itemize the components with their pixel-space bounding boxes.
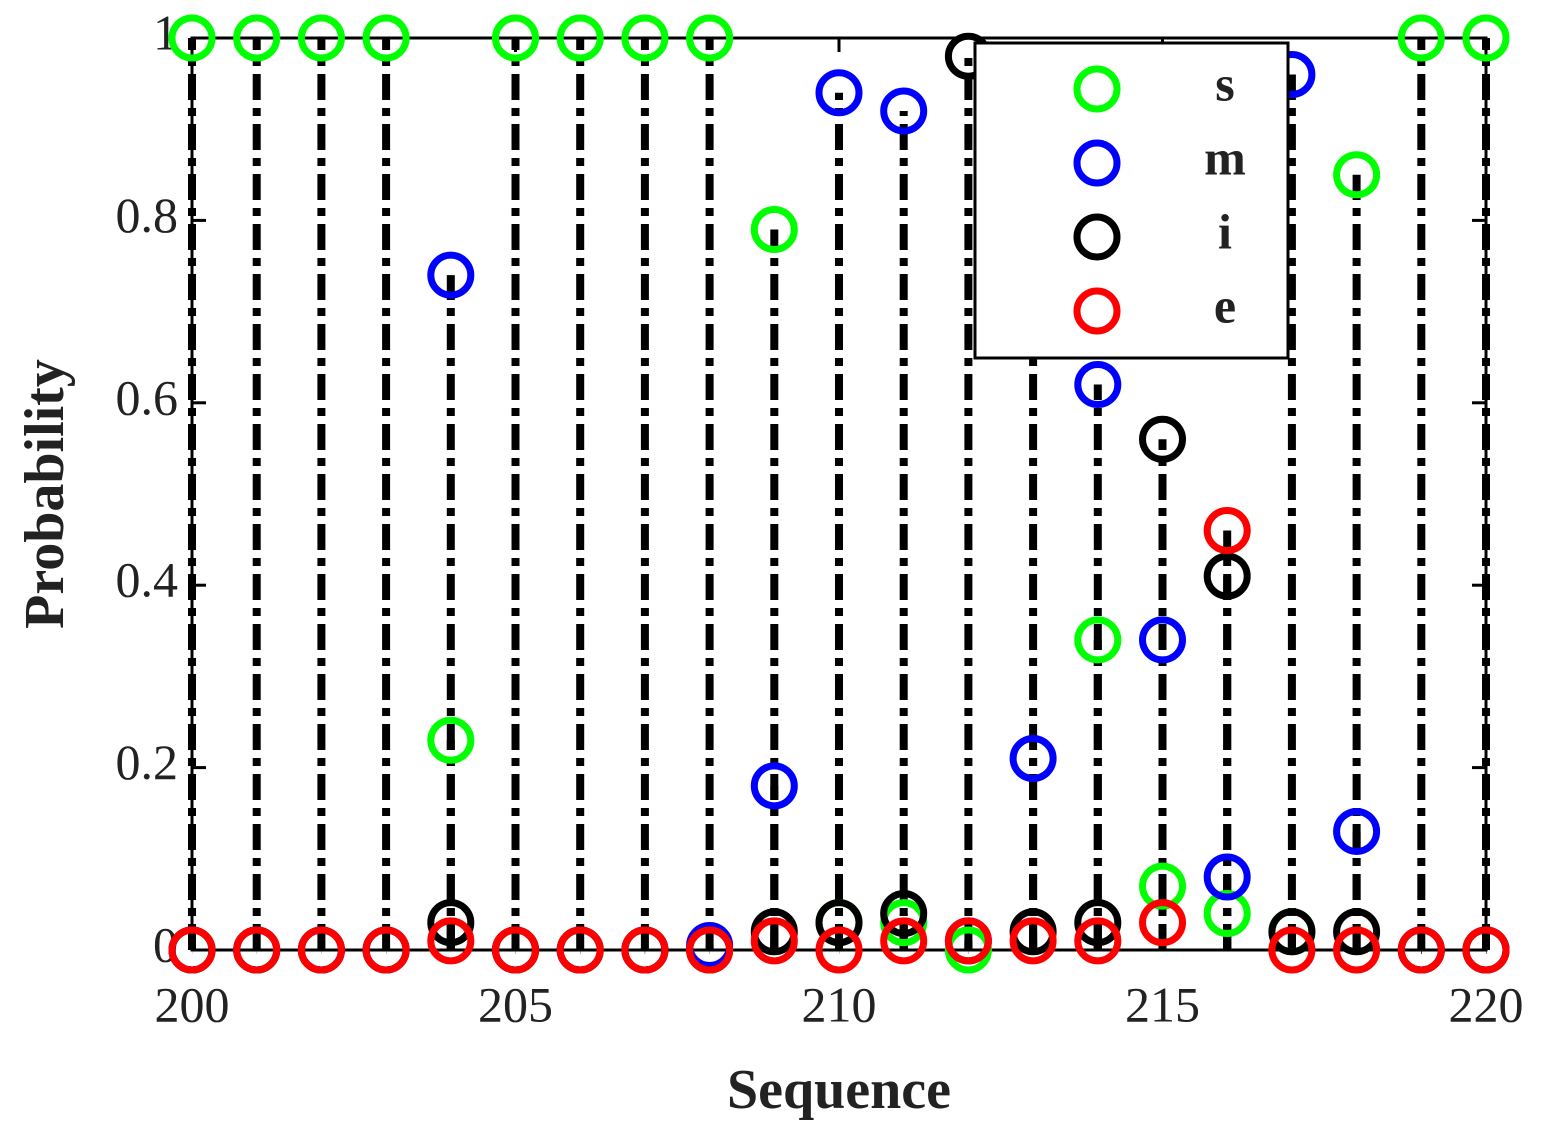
marker (1139, 862, 1186, 910)
marker (750, 206, 798, 254)
x-tick-label: 215 (1125, 976, 1200, 1032)
marker (1333, 807, 1381, 855)
marker (1203, 506, 1251, 554)
marker (492, 926, 539, 974)
marker (1074, 361, 1122, 409)
marker (815, 899, 863, 947)
x-axis-title: Sequence (727, 1059, 951, 1121)
y-axis-title: Probability (14, 359, 76, 629)
marker (556, 14, 604, 62)
marker (1397, 14, 1445, 62)
y-tick-label: 0.8 (116, 187, 179, 243)
marker (1268, 908, 1316, 956)
marker (1009, 917, 1057, 965)
marker (686, 926, 734, 974)
marker (427, 917, 475, 965)
x-tick-label: 220 (1449, 976, 1524, 1032)
marker (1268, 926, 1316, 974)
legend-label: i (1218, 203, 1232, 259)
x-tick-label: 205 (478, 976, 553, 1032)
marker (1462, 926, 1510, 974)
marker (1333, 908, 1381, 956)
marker (1333, 151, 1381, 199)
marker (297, 14, 345, 62)
marker (815, 69, 863, 117)
marker (880, 87, 928, 135)
marker (1203, 552, 1251, 600)
marker (492, 14, 539, 62)
legend-label: e (1214, 277, 1236, 333)
marker (815, 926, 863, 974)
marker (1139, 899, 1186, 947)
marker (556, 926, 604, 974)
marker (427, 899, 475, 947)
legend-marker (1073, 65, 1121, 113)
marker (944, 917, 992, 965)
marker (233, 926, 281, 974)
y-tick-label: 0.6 (116, 369, 179, 425)
marker (1203, 853, 1251, 901)
marker (621, 14, 669, 62)
marker (233, 14, 281, 62)
marker (427, 251, 475, 299)
marker (1139, 616, 1186, 664)
marker (1462, 14, 1510, 62)
marker (1074, 616, 1122, 664)
marker (1074, 917, 1122, 965)
marker (750, 917, 798, 965)
marker (1203, 890, 1251, 938)
marker (168, 14, 216, 62)
x-tick-label: 200 (155, 976, 230, 1032)
legend-marker (1073, 287, 1121, 335)
x-tick-label: 210 (802, 976, 877, 1032)
marker (1139, 415, 1186, 463)
marker (362, 926, 410, 974)
marker (297, 926, 345, 974)
marker (750, 762, 798, 810)
marker (621, 926, 669, 974)
marker (168, 926, 216, 974)
marker (1074, 899, 1122, 947)
marker (1333, 926, 1381, 974)
marker (1397, 926, 1445, 974)
legend-label: m (1204, 129, 1246, 185)
legend-marker (1073, 213, 1121, 261)
marker (880, 917, 928, 965)
legend-box (973, 41, 1290, 360)
marker (427, 716, 475, 764)
marker (1009, 734, 1057, 782)
y-tick-label: 0.2 (116, 734, 179, 790)
marker (686, 14, 734, 62)
marker (880, 890, 928, 938)
marker (362, 14, 410, 62)
legend-marker (1073, 139, 1121, 187)
legend-label: s (1215, 55, 1234, 111)
y-tick-label: 0.4 (116, 552, 179, 608)
